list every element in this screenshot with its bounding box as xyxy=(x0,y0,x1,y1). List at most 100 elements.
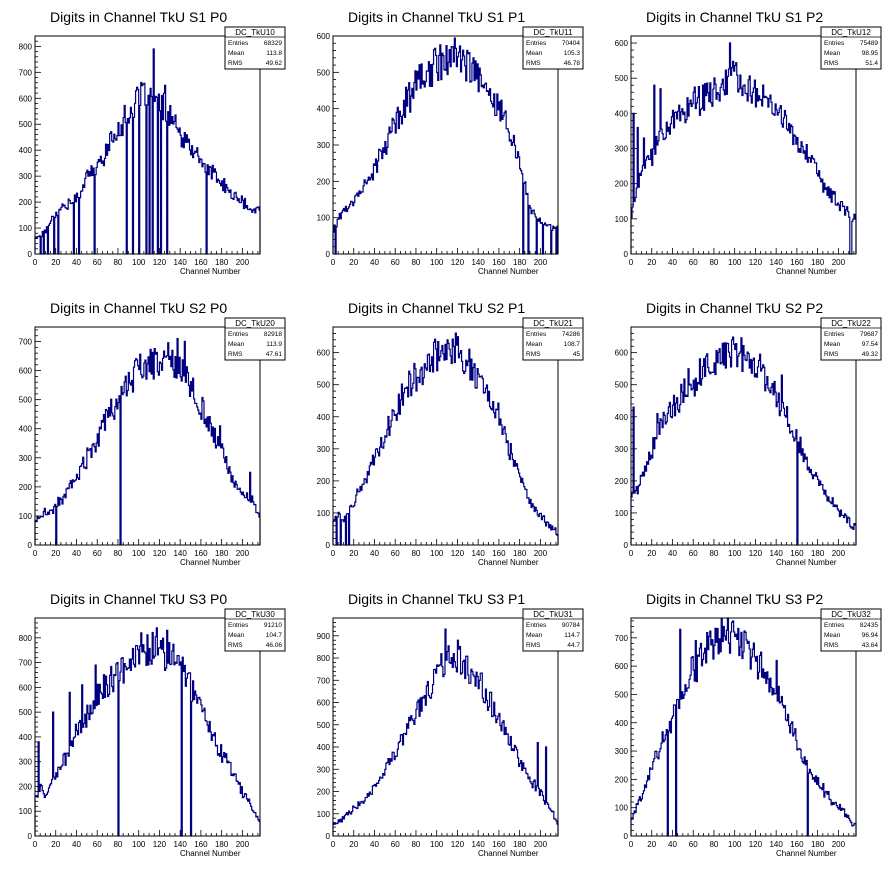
histogram-svg: Digits in Channel TkU S3 P2 0 20 40 60 80 100 1… xyxy=(615,591,882,858)
x-tick-label: 20 xyxy=(647,258,656,267)
y-tick-label: 200 xyxy=(317,177,331,186)
x-tick-label: 140 xyxy=(769,840,783,849)
plot-frame xyxy=(630,617,857,837)
y-tick-label: 300 xyxy=(615,747,629,756)
x-axis-label: Channel Number xyxy=(478,267,539,276)
stats-key: RMS xyxy=(824,642,839,649)
histogram-line xyxy=(34,48,261,255)
stats-key: Mean xyxy=(228,341,245,348)
x-tick-label: 160 xyxy=(790,840,804,849)
histogram-line xyxy=(34,627,261,837)
histogram-pad-s2-p0: Digits in Channel TkU S2 P0 0 20 40 60 80 100 1… xyxy=(0,291,298,582)
y-tick-label: 500 xyxy=(317,721,331,730)
x-tick-label: 140 xyxy=(769,549,783,558)
plot-frame xyxy=(34,326,261,546)
x-tick-label: 80 xyxy=(113,840,122,849)
stats-key: Mean xyxy=(526,50,543,57)
stats-box-title: DC_TkU10 xyxy=(235,28,275,37)
stats-value: 46.78 xyxy=(564,60,581,67)
stats-key: Mean xyxy=(228,50,245,57)
x-tick-label: 40 xyxy=(668,258,677,267)
stats-key: Mean xyxy=(526,632,543,639)
y-tick-label: 500 xyxy=(615,381,629,390)
histogram-line xyxy=(34,338,261,546)
y-tick-label: 200 xyxy=(19,483,33,492)
x-tick-label: 200 xyxy=(832,258,846,267)
x-tick-label: 80 xyxy=(113,549,122,558)
x-axis-label: Channel Number xyxy=(478,558,539,567)
x-tick-label: 140 xyxy=(173,549,187,558)
y-tick-label: 200 xyxy=(317,477,331,486)
x-tick-label: 140 xyxy=(471,840,485,849)
x-tick-label: 100 xyxy=(132,549,146,558)
histogram-line xyxy=(332,37,559,255)
histogram-title: Digits in Channel TkU S1 P2 xyxy=(646,9,823,25)
stats-key: Mean xyxy=(824,341,841,348)
y-tick-label: 800 xyxy=(317,654,331,663)
x-tick-label: 200 xyxy=(832,840,846,849)
y-tick-label: 400 xyxy=(19,425,33,434)
x-tick-label: 0 xyxy=(33,840,38,849)
x-axis-label: Channel Number xyxy=(180,849,241,858)
x-tick-label: 20 xyxy=(647,549,656,558)
x-tick-label: 120 xyxy=(749,549,763,558)
y-tick-label: 300 xyxy=(317,445,331,454)
histogram-pad-s1-p0: Digits in Channel TkU S1 P0 0 20 40 60 80 100 1… xyxy=(0,0,298,291)
stats-value: 49.32 xyxy=(862,351,879,358)
x-tick-label: 160 xyxy=(492,258,506,267)
stats-value: 79687 xyxy=(860,331,878,338)
stats-box xyxy=(522,608,584,652)
x-axis-label: Channel Number xyxy=(180,267,241,276)
y-tick-label: 700 xyxy=(615,634,629,643)
x-tick-label: 20 xyxy=(51,840,60,849)
y-tick-label: 200 xyxy=(317,788,331,797)
x-tick-label: 80 xyxy=(709,258,718,267)
x-tick-label: 180 xyxy=(215,549,229,558)
y-tick-label: 200 xyxy=(615,180,629,189)
x-tick-label: 0 xyxy=(33,549,38,558)
stats-value: 105.3 xyxy=(564,50,581,57)
x-tick-label: 120 xyxy=(451,840,465,849)
y-tick-label: 600 xyxy=(317,349,331,358)
x-tick-label: 160 xyxy=(194,258,208,267)
x-tick-label: 120 xyxy=(451,258,465,267)
stats-value: 82918 xyxy=(264,331,282,338)
x-tick-label: 80 xyxy=(411,258,420,267)
y-tick-label: 0 xyxy=(624,250,629,259)
y-tick-label: 0 xyxy=(624,541,629,550)
stats-box xyxy=(522,26,584,70)
y-tick-label: 400 xyxy=(615,719,629,728)
y-tick-label: 500 xyxy=(19,120,33,129)
stats-key: Entries xyxy=(526,622,547,629)
x-tick-label: 60 xyxy=(93,258,102,267)
y-tick-label: 100 xyxy=(317,509,331,518)
histogram-svg: Digits in Channel TkU S3 P1 0 20 40 60 80 100 1… xyxy=(317,591,584,858)
x-tick-label: 20 xyxy=(349,258,358,267)
x-tick-label: 100 xyxy=(430,549,444,558)
x-tick-label: 100 xyxy=(728,258,742,267)
x-tick-label: 0 xyxy=(33,258,38,267)
histogram-title: Digits in Channel TkU S1 P0 xyxy=(50,9,227,25)
stats-box-title: DC_TkU11 xyxy=(534,28,574,37)
stats-value: 44.7 xyxy=(567,642,580,649)
stats-key: Entries xyxy=(824,40,845,47)
x-tick-label: 120 xyxy=(451,549,465,558)
x-tick-label: 120 xyxy=(749,258,763,267)
stats-value: 75489 xyxy=(860,40,878,47)
x-tick-label: 0 xyxy=(629,258,634,267)
y-tick-label: 600 xyxy=(317,699,331,708)
x-axis-label: Channel Number xyxy=(776,267,837,276)
y-tick-label: 400 xyxy=(615,109,629,118)
x-tick-label: 40 xyxy=(668,549,677,558)
stats-value: 70404 xyxy=(562,40,580,47)
stats-value: 114.7 xyxy=(564,632,580,639)
stats-box-title: DC_TkU20 xyxy=(235,319,275,328)
histogram-title: Digits in Channel TkU S2 P1 xyxy=(348,300,525,316)
stats-key: Entries xyxy=(228,331,249,338)
stats-box-title: DC_TkU22 xyxy=(831,319,871,328)
histogram-title: Digits in Channel TkU S3 P1 xyxy=(348,591,525,607)
x-tick-label: 180 xyxy=(513,840,527,849)
histogram-title: Digits in Channel TkU S3 P2 xyxy=(646,591,823,607)
x-tick-label: 180 xyxy=(811,258,825,267)
histogram-svg: Digits in Channel TkU S2 P2 0 20 40 60 80 100 1… xyxy=(615,300,882,567)
